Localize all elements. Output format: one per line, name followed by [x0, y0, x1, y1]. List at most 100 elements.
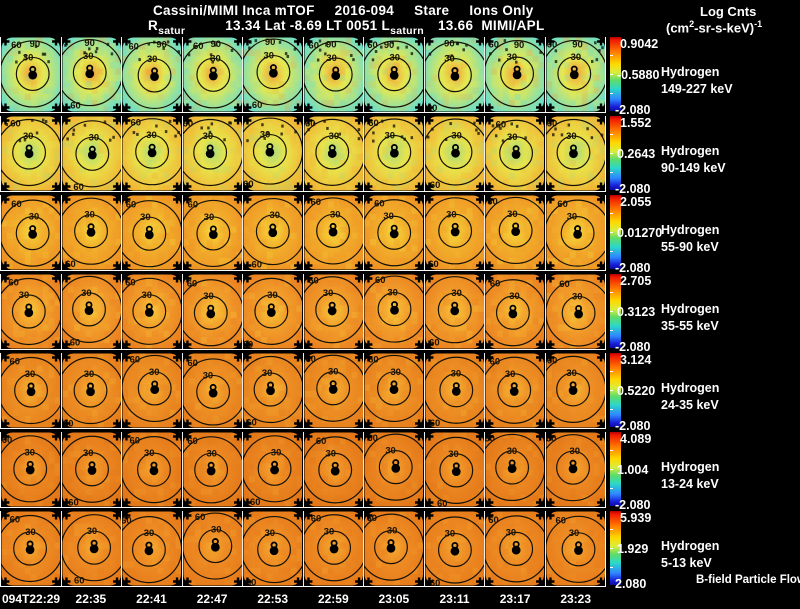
tile-strip: 30 60 30 60 30 60 30 60 30 60 30 60 30 60 30 60 30 60 30 60	[0, 116, 606, 192]
bfield-marker-dot-icon	[208, 388, 217, 398]
ring-label-30: 30	[202, 131, 212, 142]
colorbar-min-label: -2.080	[615, 340, 651, 354]
colorbar-max-label: 2.055	[620, 195, 652, 209]
corner-cross-icon	[122, 340, 131, 349]
corner-cross-icon	[485, 340, 494, 349]
ring-label-30: 30	[265, 528, 275, 539]
energy-row-5-13-keV: 30 60 30 60 30 60 30 60 30 60 30 60 30 60 30 60 30 60 30 60…	[0, 511, 800, 591]
corner-cross-icon	[52, 511, 61, 520]
ring-label-30: 30	[568, 528, 578, 539]
corner-cross-icon	[424, 103, 433, 112]
corner-cross-icon	[182, 419, 191, 428]
corner-cross-icon	[52, 432, 61, 441]
corner-cross-icon	[294, 419, 303, 428]
title-instrument: Cassini/MIMI Inca mTOF	[153, 3, 315, 18]
bfield-marker-dot-icon	[330, 71, 340, 81]
ring-label-30: 30	[451, 130, 461, 141]
corner-cross-icon	[424, 116, 433, 125]
skymap-tile-r5c7: 30 60	[424, 432, 484, 507]
corner-cross-icon	[233, 577, 242, 586]
ring-label-30: 30	[330, 209, 340, 220]
corner-cross-icon	[233, 432, 242, 441]
ring-label-30: 30	[383, 211, 393, 222]
ring-label-60: 60	[305, 118, 315, 129]
corner-cross-icon	[415, 577, 424, 586]
corner-cross-icon	[485, 511, 494, 520]
ring-label-30: 30	[19, 290, 29, 301]
skymap-tile-r1c9: 30 60	[545, 116, 605, 191]
skymap-tile-r4c4: 30 60	[243, 353, 303, 428]
ring-label-30: 30	[82, 51, 92, 62]
ring-label-60: 60	[557, 199, 567, 210]
units-exp2: 2	[689, 19, 695, 29]
corner-cross-icon	[112, 274, 121, 283]
ring-label-60: 60	[308, 40, 318, 51]
corner-cross-icon	[61, 577, 70, 586]
ring-label-30: 30	[23, 131, 33, 142]
ring-label-60: 60	[429, 418, 439, 428]
bfield-marker-dot-icon	[26, 387, 36, 397]
ring-label-60: 60	[437, 498, 447, 507]
ring-label-60: 60	[488, 40, 498, 51]
corner-cross-icon	[596, 419, 605, 428]
skymap-tile-r2c3: 30 60	[182, 195, 242, 270]
bfield-marker-dot-icon	[573, 309, 583, 319]
corner-cross-icon	[294, 195, 303, 204]
tile-strip: 30 60 30 60 30 60 30 60 30 60 30 60 30 60 30 60 30 60 30 60	[0, 432, 606, 508]
corner-cross-icon	[173, 116, 182, 125]
ring-label-30: 30	[507, 52, 517, 63]
skymap-tile-r2c0: 30 60	[1, 195, 61, 270]
corner-cross-icon	[182, 116, 191, 125]
corner-cross-icon	[112, 195, 121, 204]
corner-cross-icon	[112, 511, 121, 520]
skymap-tile-r5c2: 30 60	[122, 432, 182, 507]
ring-label-60: 60	[10, 118, 20, 129]
ring-label-90: 90	[444, 38, 454, 49]
ring-label-60: 60	[429, 180, 439, 191]
ring-label-60: 60	[429, 338, 439, 349]
row-label: Hydrogen 149-227 keV	[661, 64, 733, 98]
corner-cross-icon	[303, 498, 312, 507]
skymap-tile-r3c7: 30 60	[424, 274, 484, 349]
ring-label-60: 60	[73, 576, 83, 586]
corner-cross-icon	[52, 261, 61, 270]
ring-label-60: 60	[310, 514, 320, 525]
corner-cross-icon	[596, 498, 605, 507]
corner-cross-icon	[233, 353, 242, 362]
bfield-marker-dot-icon	[511, 227, 521, 237]
corner-cross-icon	[233, 511, 242, 520]
corner-cross-icon	[475, 195, 484, 204]
time-tick-label: 22:47	[196, 592, 228, 606]
corner-cross-icon	[475, 432, 484, 441]
corner-cross-icon	[415, 37, 424, 46]
colorbar-tick	[610, 469, 613, 470]
skymap-tile-r6c8: 30 60	[485, 511, 545, 586]
ring-label-60: 60	[126, 200, 136, 211]
ring-label-30: 30	[507, 446, 517, 457]
l-value-credit: 13.66 MIMI/APL	[437, 18, 545, 33]
ring-label-30: 30	[325, 448, 335, 459]
ring-label-60: 60	[73, 182, 83, 191]
skymap-tile-r5c0: 30 60	[1, 432, 61, 507]
row-species-label: Hydrogen	[661, 381, 720, 395]
corner-cross-icon	[233, 195, 242, 204]
corner-cross-icon	[415, 353, 424, 362]
corner-cross-icon	[1, 195, 10, 204]
ring-label-60: 60	[546, 40, 556, 51]
energy-row-35-55-keV: 30 60 30 60 30 60 30 60 30 60 30 60 30 60 30 60 30 60 30 60…	[0, 274, 800, 354]
ring-label-60: 60	[187, 199, 197, 210]
corner-cross-icon	[122, 498, 131, 507]
ring-label-60: 60	[8, 277, 18, 288]
row-energy-label: 55-90 keV	[661, 240, 719, 254]
corner-cross-icon	[294, 116, 303, 125]
row-label: Hydrogen 35-55 keV	[661, 301, 719, 335]
skymap-tile-r0c4: 30 60 90	[243, 37, 303, 112]
ring-label-60: 60	[375, 275, 385, 286]
corner-cross-icon	[122, 511, 131, 520]
corner-cross-icon	[536, 498, 545, 507]
